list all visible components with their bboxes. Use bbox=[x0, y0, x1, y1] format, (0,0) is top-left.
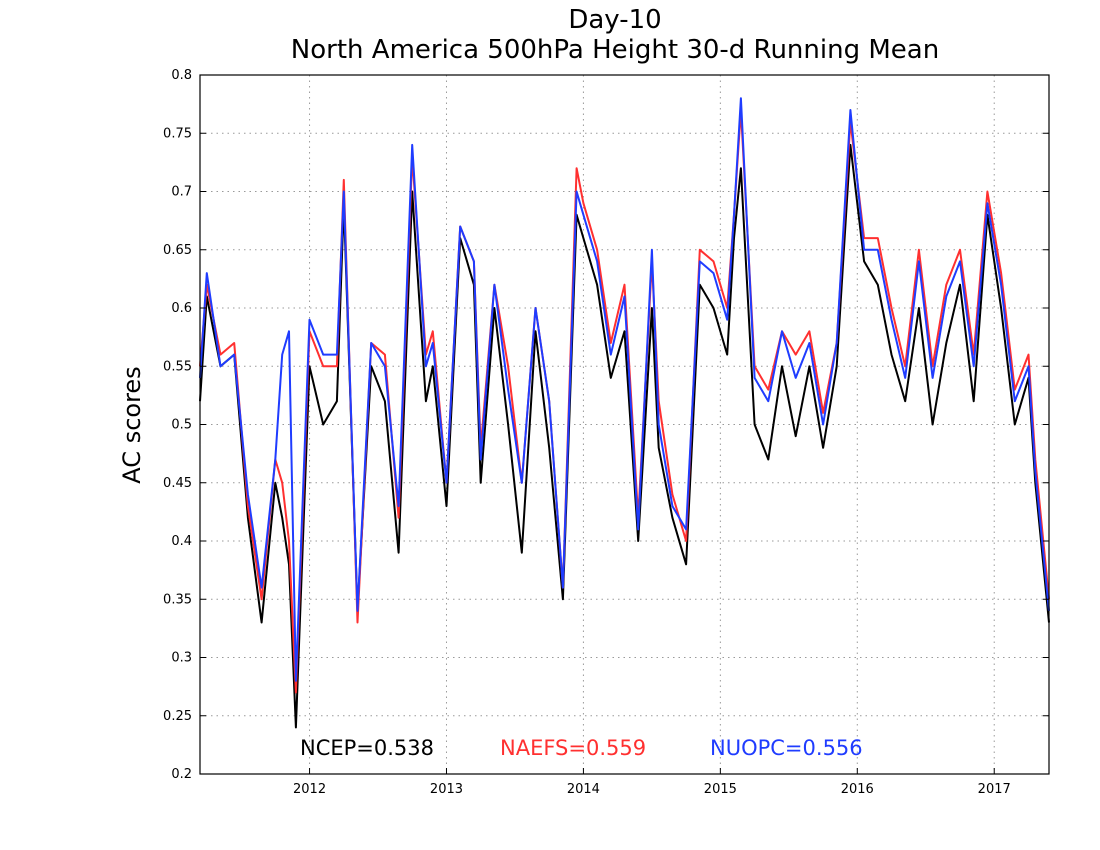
series-line-naefs bbox=[199, 109, 1050, 694]
y-tick-label: 0.55 bbox=[163, 359, 192, 374]
x-tick-label: 2016 bbox=[841, 782, 874, 797]
stat-ncep: NCEP=0.538 bbox=[300, 736, 434, 760]
chart-subtitle: North America 500hPa Height 30-d Running… bbox=[291, 35, 939, 65]
y-tick-label: 0.35 bbox=[163, 592, 192, 607]
y-tick-label: 0.4 bbox=[171, 534, 192, 549]
x-tick-label: 2015 bbox=[704, 782, 737, 797]
stat-naefs: NAEFS=0.559 bbox=[500, 736, 646, 760]
y-tick-label: 0.25 bbox=[163, 709, 192, 724]
y-tick-label: 0.65 bbox=[163, 243, 192, 258]
series-line-nuopc bbox=[199, 97, 1050, 682]
grid-layer bbox=[200, 75, 1049, 774]
y-axis-label: AC scores bbox=[118, 366, 146, 483]
series-line-ncep bbox=[199, 143, 1050, 729]
y-tick-label: 0.45 bbox=[163, 476, 192, 491]
y-tick-label: 0.5 bbox=[171, 418, 192, 433]
x-tick-layer: 2012 2013 2014 2015 2016 2017 bbox=[293, 768, 1011, 797]
y-tick-label: 0.7 bbox=[171, 185, 192, 200]
x-tick-label: 2017 bbox=[978, 782, 1011, 797]
x-tick-label: 2012 bbox=[293, 782, 326, 797]
x-tick-label: 2013 bbox=[430, 782, 463, 797]
y-tick-label: 0.3 bbox=[171, 651, 192, 666]
y-tick-label: 0.75 bbox=[163, 126, 192, 141]
chart-title: Day-10 bbox=[568, 5, 661, 35]
y-tick-layer: 0.2 0.25 0.3 0.35 0.4 0.45 0.5 0.55 0.6 0.65 0.7 0.… bbox=[163, 68, 1049, 782]
x-tick-label: 2014 bbox=[567, 782, 600, 797]
series-layer bbox=[199, 97, 1050, 729]
y-tick-label: 0.2 bbox=[171, 767, 192, 782]
y-tick-label: 0.8 bbox=[171, 68, 192, 83]
stat-nuopc: NUOPC=0.556 bbox=[710, 736, 863, 760]
y-tick-label: 0.6 bbox=[171, 301, 192, 316]
plot-frame bbox=[199, 74, 1050, 775]
